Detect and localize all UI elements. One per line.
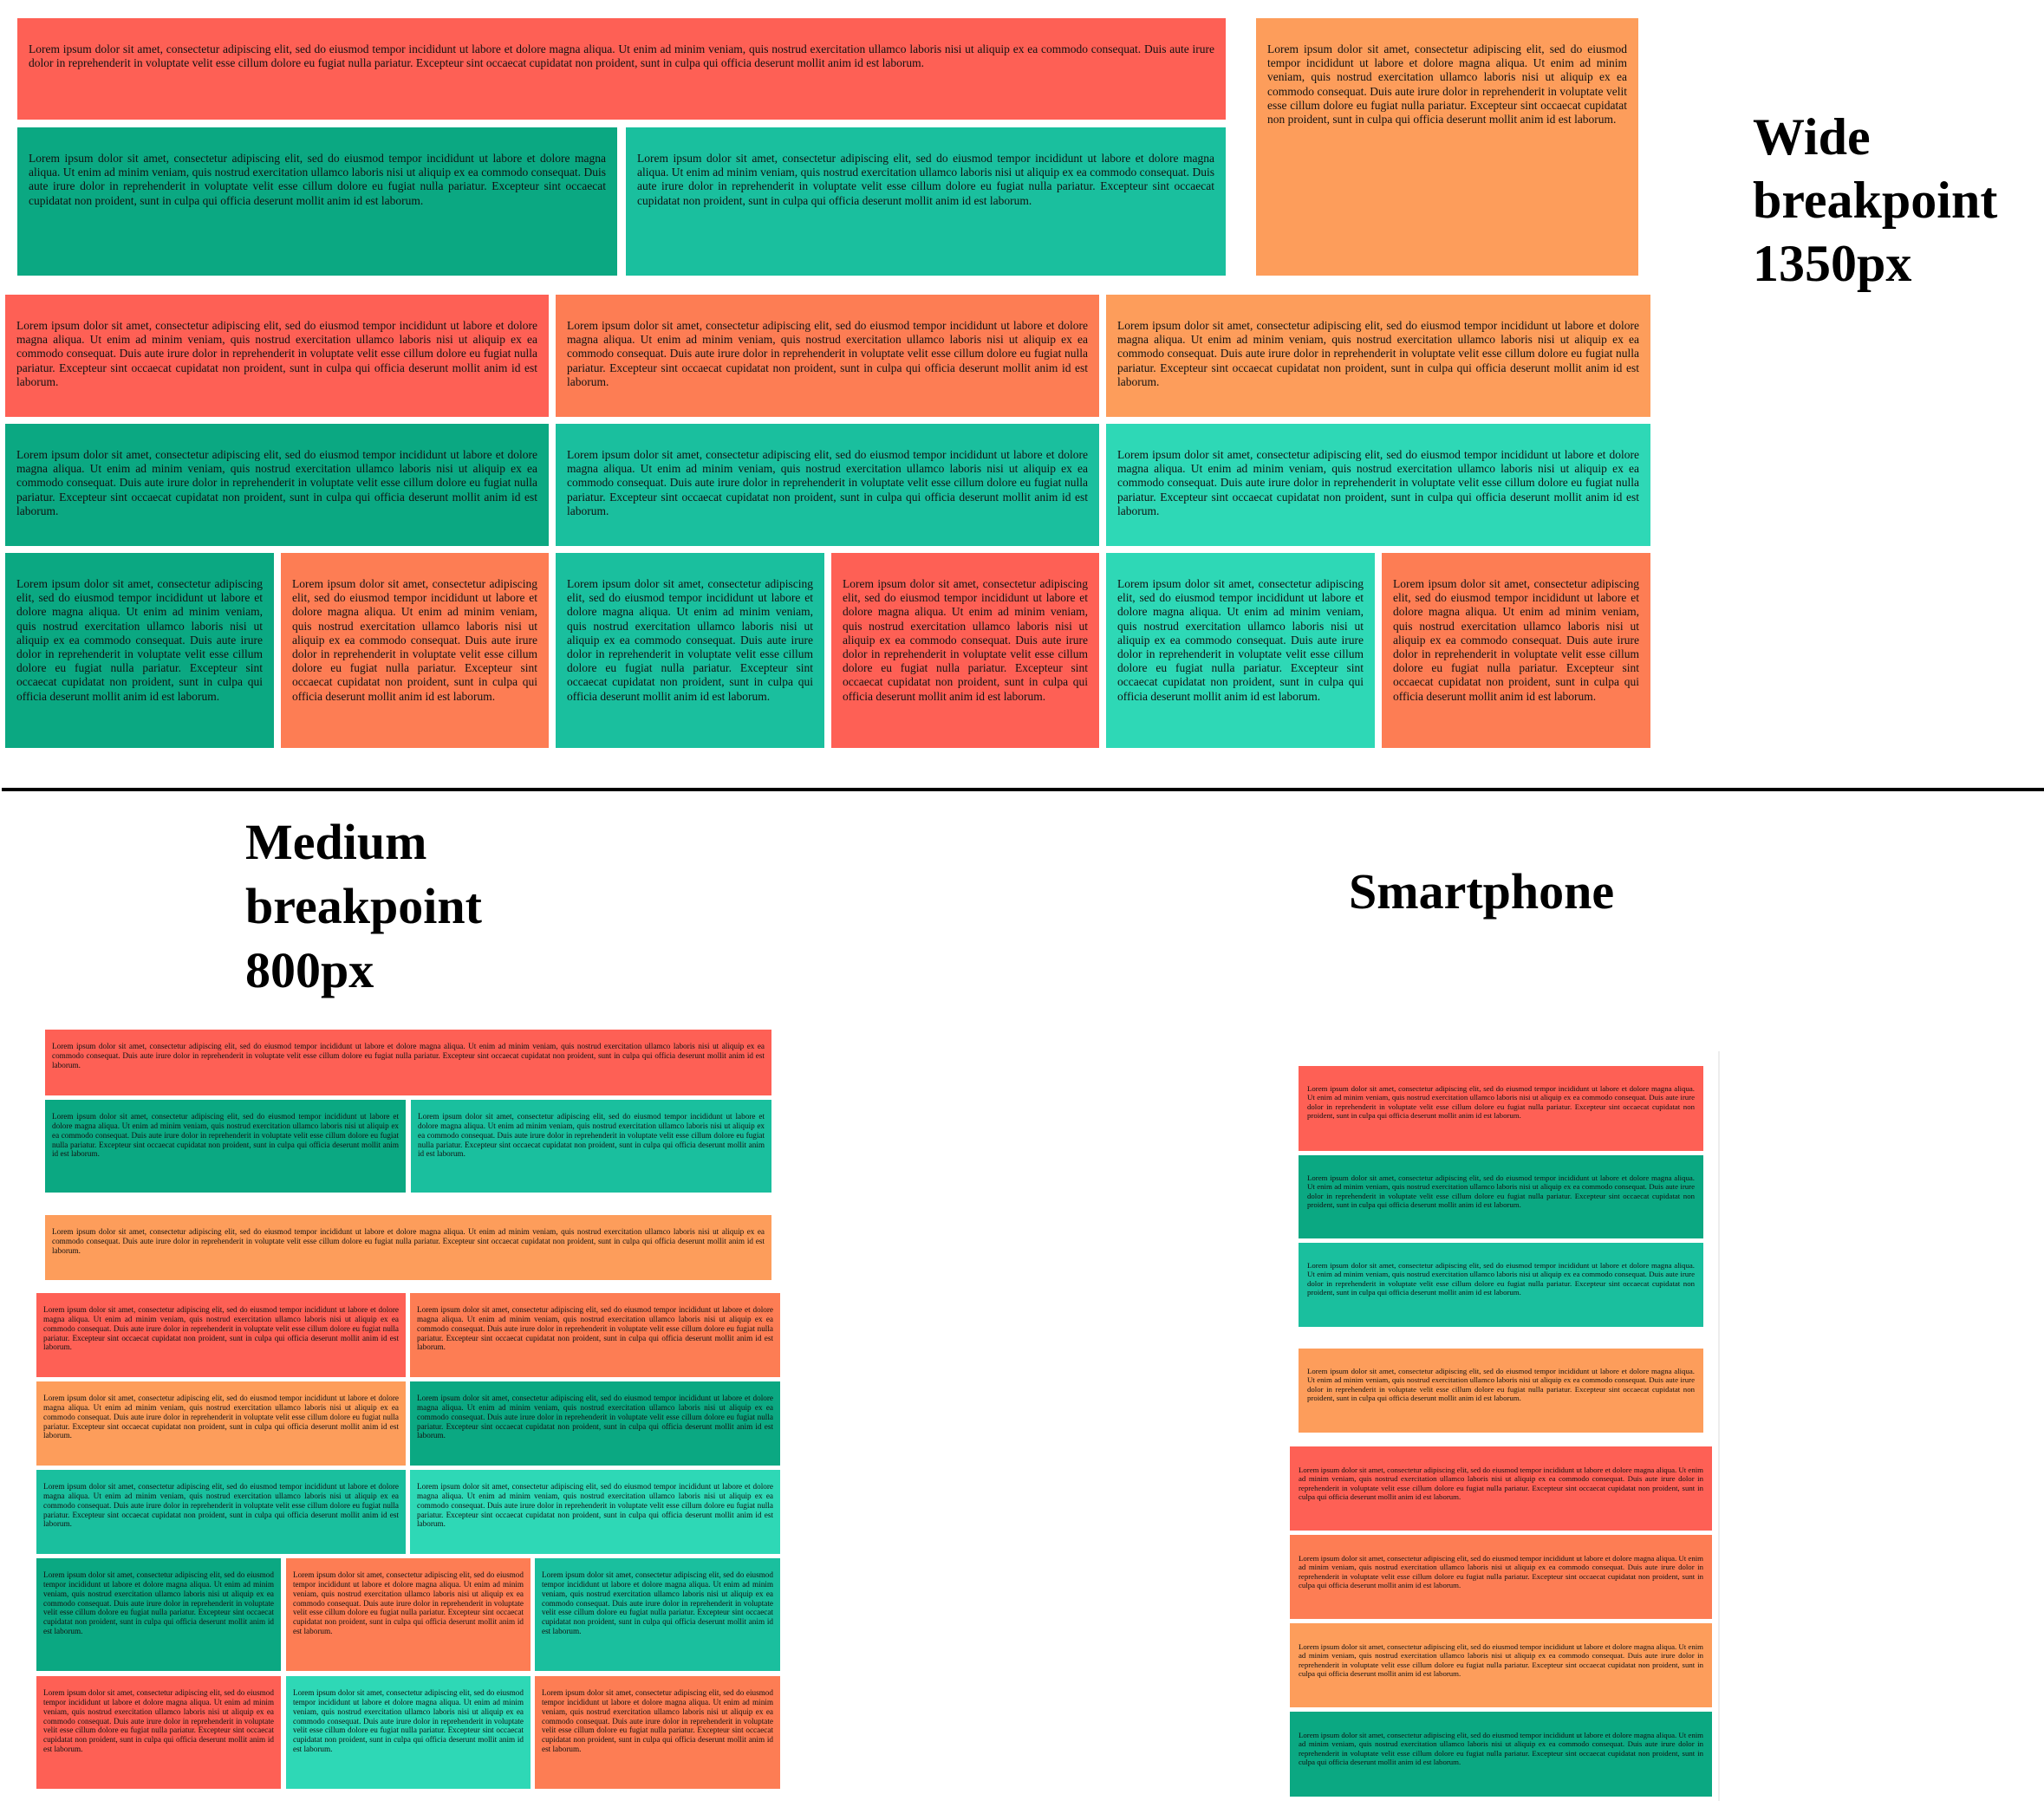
lorem-text: Lorem ipsum dolor sit amet, consectetur … [16,319,537,388]
lorem-text: Lorem ipsum dolor sit amet, consectetur … [567,319,1088,388]
lorem-text: Lorem ipsum dolor sit amet, consectetur … [417,1394,773,1440]
lorem-text: Lorem ipsum dolor sit amet, consectetur … [1117,319,1639,388]
medium-grid-box-11: Lorem ipsum dolor sit amet, consectetur … [286,1676,531,1789]
medium-header-box: Lorem ipsum dolor sit amet, consectetur … [45,1030,771,1095]
medium-nav-box-2: Lorem ipsum dolor sit amet, consectetur … [411,1100,771,1193]
medium-grid-box-2: Lorem ipsum dolor sit amet, consectetur … [410,1293,780,1377]
section-divider [2,788,2044,791]
lorem-text: Lorem ipsum dolor sit amet, consectetur … [567,448,1088,517]
lorem-text: Lorem ipsum dolor sit amet, consectetur … [293,1570,524,1636]
lorem-text: Lorem ipsum dolor sit amet, consectetur … [1393,577,1639,703]
wide-row2-box-2: Lorem ipsum dolor sit amet, consectetur … [556,424,1099,546]
lorem-text: Lorem ipsum dolor sit amet, consectetur … [43,1305,399,1352]
smartphone-box-2: Lorem ipsum dolor sit amet, consectetur … [1299,1155,1703,1238]
wide-row2-box-3: Lorem ipsum dolor sit amet, consectetur … [1106,424,1650,546]
wide-row3-box-3: Lorem ipsum dolor sit amet, consectetur … [556,553,824,748]
lorem-text: Lorem ipsum dolor sit amet, consectetur … [637,152,1214,207]
lorem-text: Lorem ipsum dolor sit amet, consectetur … [16,448,537,517]
medium-nav-box-1: Lorem ipsum dolor sit amet, consectetur … [45,1100,406,1193]
smartphone-box-6: Lorem ipsum dolor sit amet, consectetur … [1290,1535,1712,1619]
lorem-text: Lorem ipsum dolor sit amet, consectetur … [1307,1261,1695,1297]
lorem-text: Lorem ipsum dolor sit amet, consectetur … [418,1112,765,1159]
medium-grid-box-9: Lorem ipsum dolor sit amet, consectetur … [535,1558,780,1671]
lorem-text: Lorem ipsum dolor sit amet, consectetur … [567,577,813,703]
smartphone-box-7: Lorem ipsum dolor sit amet, consectetur … [1290,1623,1712,1707]
smartphone-box-1: Lorem ipsum dolor sit amet, consectetur … [1299,1066,1703,1151]
wide-row3-box-1: Lorem ipsum dolor sit amet, consectetur … [5,553,274,748]
wide-row2-box-1: Lorem ipsum dolor sit amet, consectetur … [5,424,549,546]
lorem-text: Lorem ipsum dolor sit amet, consectetur … [43,1570,274,1636]
medium-grid-box-1: Lorem ipsum dolor sit amet, consectetur … [36,1293,406,1377]
lorem-text: Lorem ipsum dolor sit amet, consectetur … [43,1688,274,1754]
lorem-text: Lorem ipsum dolor sit amet, consectetur … [1299,1731,1703,1767]
lorem-text: Lorem ipsum dolor sit amet, consectetur … [1307,1084,1695,1121]
wide-nav-box-1: Lorem ipsum dolor sit amet, consectetur … [17,127,617,276]
medium-grid-box-5: Lorem ipsum dolor sit amet, consectetur … [36,1470,406,1554]
wide-row3-box-2: Lorem ipsum dolor sit amet, consectetur … [281,553,549,748]
lorem-text: Lorem ipsum dolor sit amet, consectetur … [1267,42,1627,126]
lorem-text: Lorem ipsum dolor sit amet, consectetur … [1307,1173,1695,1210]
medium-grid-box-7: Lorem ipsum dolor sit amet, consectetur … [36,1558,281,1671]
lorem-text: Lorem ipsum dolor sit amet, consectetur … [29,152,606,207]
lorem-text: Lorem ipsum dolor sit amet, consectetur … [43,1394,399,1440]
smartphone-box-5: Lorem ipsum dolor sit amet, consectetur … [1290,1446,1712,1531]
lorem-text: Lorem ipsum dolor sit amet, consectetur … [1117,577,1364,703]
wide-row1-box-1: Lorem ipsum dolor sit amet, consectetur … [5,295,549,417]
wide-header-box: Lorem ipsum dolor sit amet, consectetur … [17,18,1226,120]
lorem-text: Lorem ipsum dolor sit amet, consectetur … [1299,1554,1703,1590]
wide-row3-box-4: Lorem ipsum dolor sit amet, consectetur … [831,553,1099,748]
lorem-text: Lorem ipsum dolor sit amet, consectetur … [52,1042,765,1069]
lorem-text: Lorem ipsum dolor sit amet, consectetur … [293,1688,524,1754]
lorem-text: Lorem ipsum dolor sit amet, consectetur … [29,42,1214,70]
smartphone-heading: Smartphone [1349,863,1615,920]
medium-grid-box-4: Lorem ipsum dolor sit amet, consectetur … [410,1381,780,1466]
smartphone-viewport-edge [1718,1051,1720,1801]
lorem-text: Lorem ipsum dolor sit amet, consectetur … [292,577,537,703]
smartphone-box-4: Lorem ipsum dolor sit amet, consectetur … [1299,1349,1703,1433]
lorem-text: Lorem ipsum dolor sit amet, consectetur … [1117,448,1639,517]
wide-row3-box-5: Lorem ipsum dolor sit amet, consectetur … [1106,553,1375,748]
medium-grid-box-10: Lorem ipsum dolor sit amet, consectetur … [36,1676,281,1789]
medium-grid-box-6: Lorem ipsum dolor sit amet, consectetur … [410,1470,780,1554]
lorem-text: Lorem ipsum dolor sit amet, consectetur … [542,1570,773,1636]
wide-row1-box-2: Lorem ipsum dolor sit amet, consectetur … [556,295,1099,417]
lorem-text: Lorem ipsum dolor sit amet, consectetur … [1299,1642,1703,1679]
wide-row1-box-3: Lorem ipsum dolor sit amet, consectetur … [1106,295,1650,417]
smartphone-box-3: Lorem ipsum dolor sit amet, consectetur … [1299,1243,1703,1327]
medium-grid-box-12: Lorem ipsum dolor sit amet, consectetur … [535,1676,780,1789]
wide-nav-box-2: Lorem ipsum dolor sit amet, consectetur … [626,127,1226,276]
smartphone-box-8: Lorem ipsum dolor sit amet, consectetur … [1290,1712,1712,1797]
lorem-text: Lorem ipsum dolor sit amet, consectetur … [417,1305,773,1352]
lorem-text: Lorem ipsum dolor sit amet, consectetur … [542,1688,773,1754]
lorem-text: Lorem ipsum dolor sit amet, consectetur … [1299,1466,1703,1502]
medium-aside-box: Lorem ipsum dolor sit amet, consectetur … [45,1215,771,1280]
wide-aside-box: Lorem ipsum dolor sit amet, consectetur … [1256,18,1638,276]
lorem-text: Lorem ipsum dolor sit amet, consectetur … [43,1482,399,1529]
lorem-text: Lorem ipsum dolor sit amet, consectetur … [52,1227,765,1255]
wide-breakpoint-heading: Wide breakpoint 1350px [1753,108,1998,293]
lorem-text: Lorem ipsum dolor sit amet, consectetur … [1307,1367,1695,1403]
lorem-text: Lorem ipsum dolor sit amet, consectetur … [16,577,263,703]
lorem-text: Lorem ipsum dolor sit amet, consectetur … [843,577,1088,703]
medium-breakpoint-heading: Medium breakpoint 800px [245,814,482,999]
medium-grid-box-8: Lorem ipsum dolor sit amet, consectetur … [286,1558,531,1671]
lorem-text: Lorem ipsum dolor sit amet, consectetur … [52,1112,399,1159]
wide-row3-box-6: Lorem ipsum dolor sit amet, consectetur … [1382,553,1650,748]
lorem-text: Lorem ipsum dolor sit amet, consectetur … [417,1482,773,1529]
medium-grid-box-3: Lorem ipsum dolor sit amet, consectetur … [36,1381,406,1466]
